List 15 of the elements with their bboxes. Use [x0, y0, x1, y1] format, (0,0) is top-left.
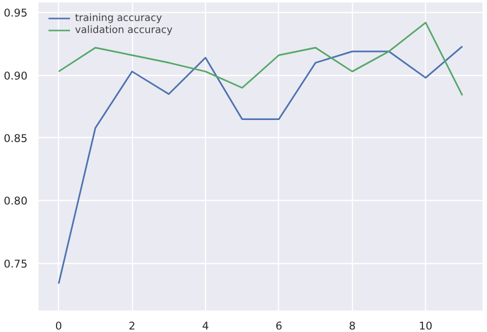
line-series [58, 22, 464, 96]
x-tick-label: 2 [128, 320, 136, 332]
line-series [58, 46, 464, 284]
y-tick-label: 0.85 [4, 132, 28, 145]
x-tick-label: 0 [55, 320, 62, 332]
x-tick-label: 10 [418, 320, 433, 332]
x-tick-label: 4 [202, 320, 210, 332]
y-tick-label: 0.90 [4, 69, 28, 82]
y-tick-label: 0.80 [4, 194, 28, 208]
legend-label: training accuracy [75, 12, 162, 24]
legend-label: validation accuracy [75, 24, 173, 36]
x-tick-label: 6 [275, 320, 282, 332]
y-tick-label: 0.75 [4, 257, 28, 270]
y-tick-label: 0.95 [4, 6, 28, 20]
x-tick-label: 8 [348, 320, 356, 332]
